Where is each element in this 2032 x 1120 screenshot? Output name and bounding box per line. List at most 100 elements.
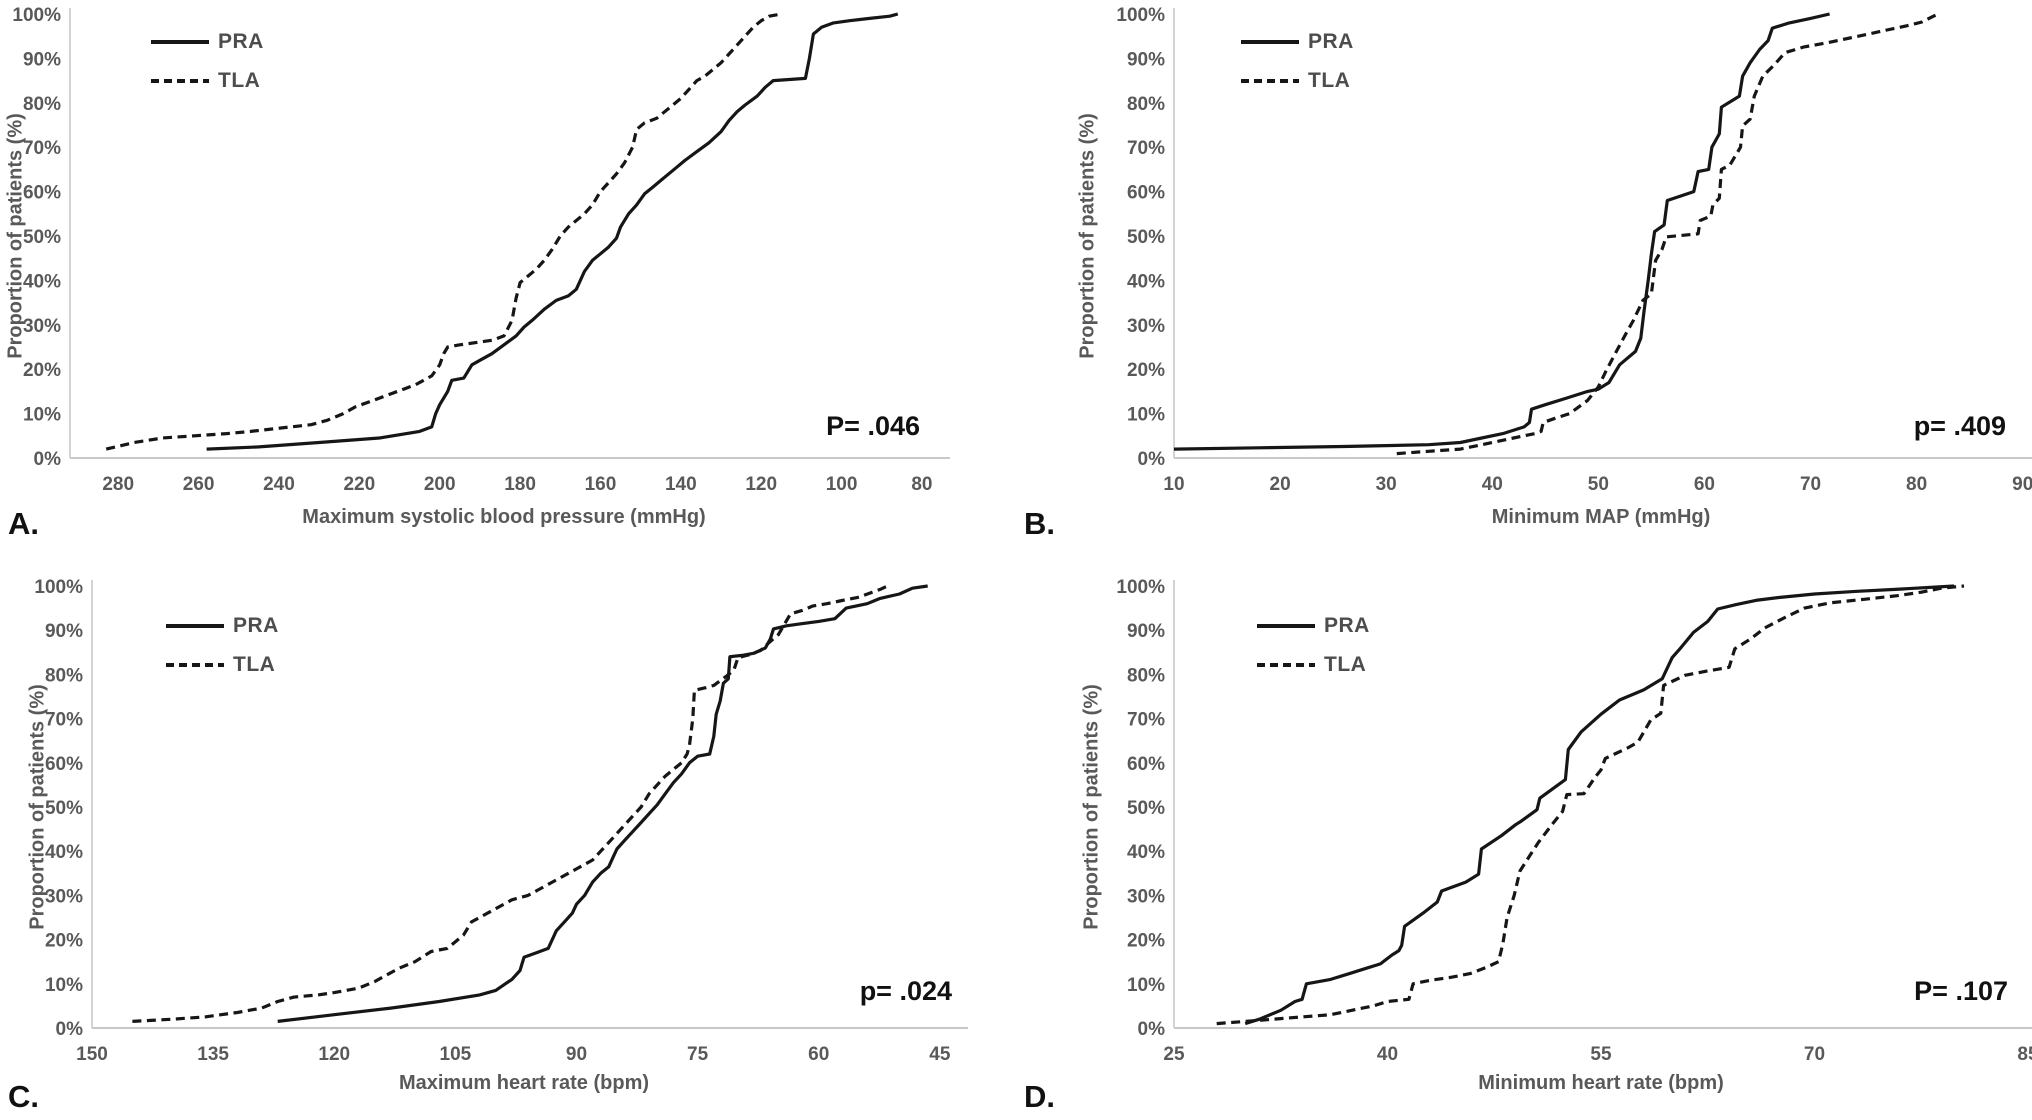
y-tick-label: 80% [1127,665,1165,686]
legend: PRA TLA [1256,614,1370,677]
p-value-label: P= .046 [826,411,920,441]
x-axis-title: Minimum heart rate (bpm) [1478,1072,1724,1094]
x-tick-label: 55 [1590,1044,1612,1065]
y-tick-label: 60% [23,183,61,204]
y-tick-label: 30% [45,886,83,907]
x-tick-label: 135 [197,1044,229,1065]
panel-letter: B. [1024,506,1055,541]
y-tick-label: 80% [23,94,61,115]
y-tick-label: 80% [1127,94,1165,115]
x-tick-label: 90 [2012,474,2032,495]
p-value-label: p= .409 [1913,411,2006,441]
x-axis-title: Maximum systolic blood pressure (mmHg) [302,506,706,528]
x-tick-label: 50 [1588,474,1609,495]
y-tick-label: 20% [45,931,83,952]
panel-d-min-heart-rate: Proportion of patients (%) 0% 10% 20% 30% 40… [1016,560,2032,1119]
x-axis-title: Maximum heart rate (bpm) [398,1072,650,1094]
y-tick-label: 40% [1127,271,1165,292]
legend: PRA TLA [1240,30,1354,93]
y-tick-label: 10% [45,975,83,996]
legend-row-pra: PRA [165,614,279,638]
x-tick-label: 70 [1804,1044,1825,1065]
cdf-curve-pra [206,12,899,451]
y-tick-label: 20% [23,360,61,381]
x-tick-label: 120 [318,1044,350,1065]
y-tick-label: 0% [56,1019,84,1040]
cdf-curve-pra [1244,584,1955,1026]
y-tick-label: 60% [1127,754,1165,775]
solid-line-key-icon [1241,40,1299,44]
x-tick-label: 70 [1800,474,1821,495]
x-axis-title: Minimum MAP (mmHg) [1491,506,1711,528]
legend-label-pra: PRA [218,30,264,53]
legend-row-tla: TLA [1240,69,1354,93]
legend-label-tla: TLA [1308,69,1351,92]
y-tick-label: 90% [1127,49,1165,70]
x-tick-label: 10 [1163,474,1184,495]
cdf-curve-pra [277,584,928,1023]
legend-row-tla: TLA [150,69,264,93]
p-value-label: p= .024 [859,976,952,1006]
y-tick-label: 90% [23,49,61,70]
y-tick-label: 20% [1127,931,1165,952]
y-tick-label: 90% [45,621,83,642]
solid-line-key-icon [166,624,224,628]
x-tick-label: 80 [911,474,932,495]
dashed-line-key-icon [151,79,209,83]
x-tick-label: 45 [929,1044,951,1065]
x-tick-label: 25 [1163,1044,1185,1065]
legend-label-tla: TLA [218,69,261,92]
y-tick-label: 50% [1127,798,1165,819]
x-tick-label: 240 [263,474,295,495]
panel-letter: D. [1024,1079,1055,1114]
cdf-curve-tla [105,12,782,451]
x-tick-label: 40 [1482,474,1503,495]
y-tick-label: 50% [1127,227,1165,248]
cdf-curve-tla [1216,584,1965,1026]
panel-a-max-systolic-bp: Proportion of patients (%) 0% 10% 20% 30% 40… [0,0,1016,560]
x-tick-label: 180 [504,474,536,495]
dashed-line-key-icon [1241,79,1299,83]
plot-canvas-d: 0% 10% 20% 30% 40% 50% 60% 70% 80% 90% 100% 25 40 55 7… [1116,577,2032,1065]
y-tick-label: 30% [1127,886,1165,907]
x-tick-label: 120 [745,474,777,495]
y-tick-label: 40% [45,842,83,863]
y-tick-label: 0% [34,449,62,470]
y-tick-label: 0% [1138,1019,1166,1040]
legend-label-tla: TLA [1324,653,1367,676]
x-tick-label: 60 [808,1044,829,1065]
y-tick-label: 90% [1127,621,1165,642]
y-tick-label: 10% [1127,405,1165,426]
y-tick-label: 70% [45,710,83,731]
x-tick-label: 260 [183,474,215,495]
x-tick-label: 40 [1377,1044,1398,1065]
y-tick-label: 70% [1127,138,1165,159]
cdf-curve-tla [132,584,889,1023]
panel-c-max-heart-rate: Proportion of patients (%) 0% 10% 20% 30% 40… [0,560,1016,1119]
plot-canvas-b: 0% 10% 20% 30% 40% 50% 60% 70% 80% 90% 100% 10 20 30 4… [1116,5,2032,495]
x-tick-label: 200 [424,474,456,495]
y-tick-label: 100% [1116,577,1165,598]
panel-letter: C. [8,1079,39,1114]
y-tick-label: 100% [12,5,61,26]
legend-row-tla: TLA [1256,653,1370,677]
y-tick-label: 70% [23,138,61,159]
y-tick-label: 40% [1127,842,1165,863]
x-tick-label: 280 [102,474,134,495]
x-tick-label: 80 [1906,474,1927,495]
y-tick-label: 100% [1116,5,1165,26]
legend-row-pra: PRA [1240,30,1354,54]
y-tick-label: 10% [23,405,61,426]
y-tick-label: 70% [1127,710,1165,731]
x-tick-label: 160 [585,474,617,495]
legend-label-pra: PRA [1324,614,1370,637]
plot-canvas-c: 0% 10% 20% 30% 40% 50% 60% 70% 80% 90% 100% 150 135 1… [34,577,968,1065]
legend: PRA TLA [165,614,279,677]
y-tick-label: 0% [1138,449,1166,470]
y-tick-label: 10% [1127,975,1165,996]
x-tick-label: 100 [826,474,858,495]
x-tick-label: 105 [440,1044,472,1065]
legend-label-pra: PRA [1308,30,1354,53]
x-tick-label: 90 [566,1044,587,1065]
